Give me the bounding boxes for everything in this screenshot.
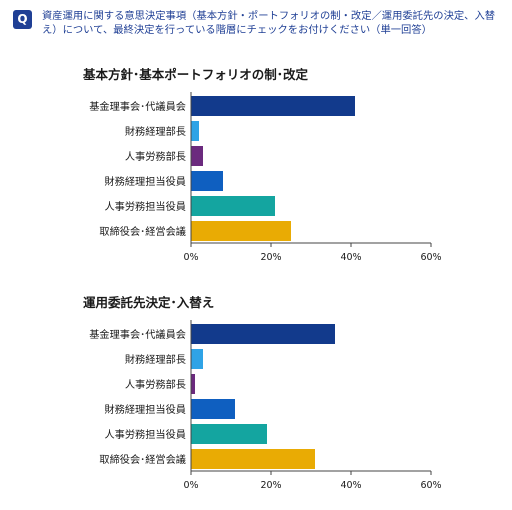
x-tick-label: 40% (340, 252, 361, 263)
bar (191, 424, 267, 444)
category-label: 財務経理担当役員 (105, 175, 187, 188)
x-tick-label: 40% (340, 480, 361, 491)
x-tick-label: 60% (420, 252, 441, 263)
bar (191, 196, 275, 216)
bar (191, 349, 203, 369)
category-label: 財務経理部長 (125, 353, 186, 366)
category-label: 基金理事会･代議員会 (89, 328, 186, 341)
category-label: 人事労務担当役員 (105, 200, 187, 213)
question-text: 資産運用に関する意思決定事項（基本方針・ポートフォリオの制・改定／運用委託先の決… (42, 10, 496, 36)
category-label: 人事労務部長 (125, 378, 186, 391)
category-label: 取締役会･経営会議 (99, 225, 186, 238)
bar (191, 399, 235, 419)
chart-manager-selection: 運用委託先決定･入替え基金理事会･代議員会財務経理部長人事労務部長財務経理担当役… (83, 295, 442, 491)
category-label: 基金理事会･代議員会 (89, 100, 186, 113)
bar (191, 324, 335, 344)
x-tick-label: 0% (183, 252, 198, 263)
x-tick-label: 20% (260, 252, 281, 263)
bar (191, 221, 291, 241)
category-label: 財務経理部長 (125, 125, 186, 138)
question-badge: Q (13, 10, 32, 29)
bar (191, 374, 195, 394)
x-tick-label: 20% (260, 480, 281, 491)
chart-title: 基本方針･基本ポートフォリオの制･改定 (82, 67, 309, 82)
bar (191, 146, 203, 166)
category-label: 人事労務部長 (125, 150, 186, 163)
category-label: 人事労務担当役員 (105, 428, 187, 441)
bar (191, 171, 223, 191)
bar (191, 96, 355, 116)
bar (191, 121, 199, 141)
bar (191, 449, 315, 469)
x-tick-label: 60% (420, 480, 441, 491)
category-label: 財務経理担当役員 (105, 403, 187, 416)
category-label: 取締役会･経営会議 (99, 453, 186, 466)
chart-title: 運用委託先決定･入替え (83, 295, 214, 310)
chart-policy-revision: 基本方針･基本ポートフォリオの制･改定基金理事会･代議員会財務経理部長人事労務部… (82, 67, 442, 263)
x-tick-label: 0% (183, 480, 198, 491)
